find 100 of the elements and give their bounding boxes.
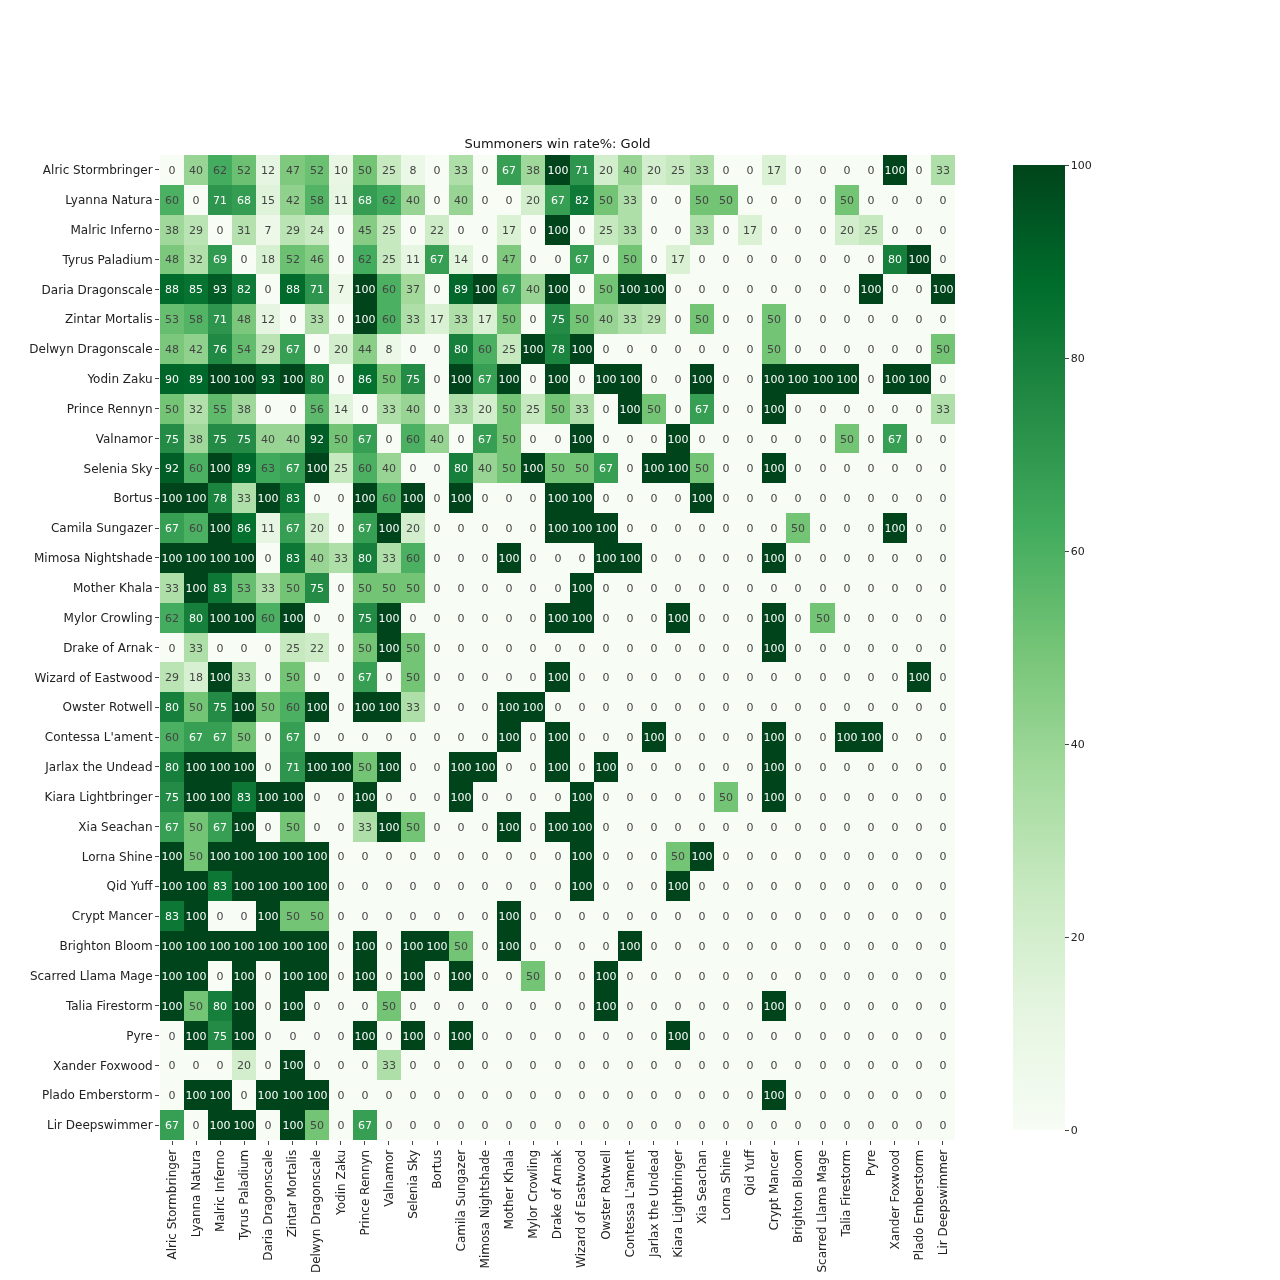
data-label: 0 bbox=[650, 581, 658, 595]
y-tick-label: Kiara Lightbringer bbox=[44, 789, 153, 804]
data-label: 100 bbox=[233, 820, 255, 834]
data-label: 25 bbox=[526, 402, 540, 416]
data-label: 0 bbox=[602, 432, 610, 446]
data-label: 100 bbox=[233, 849, 255, 863]
data-label: 0 bbox=[939, 461, 947, 475]
data-label: 0 bbox=[794, 969, 802, 983]
data-label: 0 bbox=[891, 641, 899, 655]
data-label: 0 bbox=[433, 193, 441, 207]
data-label: 100 bbox=[257, 909, 279, 923]
data-label: 100 bbox=[233, 1029, 255, 1043]
data-label: 0 bbox=[385, 939, 393, 953]
x-tick-label: Mylor Crowling bbox=[526, 1149, 541, 1239]
data-label: 0 bbox=[313, 730, 321, 744]
data-label: 100 bbox=[161, 491, 183, 505]
data-label: 100 bbox=[643, 282, 665, 296]
data-label: 0 bbox=[578, 1118, 586, 1132]
data-label: 0 bbox=[650, 223, 658, 237]
data-label: 93 bbox=[261, 372, 275, 386]
data-label: 0 bbox=[626, 1118, 634, 1132]
data-label: 0 bbox=[264, 402, 272, 416]
data-label: 100 bbox=[595, 551, 617, 565]
data-label: 0 bbox=[529, 730, 537, 744]
data-label: 80 bbox=[189, 611, 203, 625]
data-label: 0 bbox=[626, 461, 634, 475]
data-label: 50 bbox=[502, 432, 516, 446]
chart-title: Summoners win rate%: Gold bbox=[464, 135, 651, 151]
data-label: 100 bbox=[643, 730, 665, 744]
data-label: 0 bbox=[385, 1088, 393, 1102]
data-label: 0 bbox=[915, 581, 923, 595]
data-label: 17 bbox=[743, 223, 757, 237]
data-label: 100 bbox=[306, 760, 328, 774]
data-label: 0 bbox=[505, 999, 513, 1013]
data-label: 33 bbox=[623, 312, 637, 326]
data-label: 0 bbox=[794, 461, 802, 475]
y-tick-label: Drake of Arnak bbox=[63, 640, 153, 655]
data-label: 50 bbox=[623, 252, 637, 266]
data-label: 0 bbox=[794, 939, 802, 953]
data-label: 0 bbox=[746, 1118, 754, 1132]
data-label: 0 bbox=[578, 909, 586, 923]
data-label: 0 bbox=[819, 969, 827, 983]
data-label: 100 bbox=[282, 969, 304, 983]
data-label: 67 bbox=[358, 670, 372, 684]
data-label: 100 bbox=[571, 491, 593, 505]
data-label: 0 bbox=[650, 521, 658, 535]
data-label: 0 bbox=[891, 342, 899, 356]
data-label: 0 bbox=[505, 760, 513, 774]
data-label: 0 bbox=[843, 969, 851, 983]
y-tick-label: Lyanna Natura bbox=[65, 192, 153, 207]
data-label: 67 bbox=[430, 252, 444, 266]
data-label: 100 bbox=[282, 999, 304, 1013]
data-label: 0 bbox=[843, 1029, 851, 1043]
data-label: 0 bbox=[337, 312, 345, 326]
y-tick-label: Plado Emberstorm bbox=[41, 1088, 153, 1103]
data-label: 0 bbox=[794, 1088, 802, 1102]
data-label: 0 bbox=[409, 1088, 417, 1102]
data-label: 100 bbox=[571, 879, 593, 893]
data-label: 100 bbox=[667, 611, 689, 625]
data-label: 0 bbox=[313, 1058, 321, 1072]
data-label: 85 bbox=[189, 282, 203, 296]
data-label: 0 bbox=[313, 820, 321, 834]
data-label: 0 bbox=[698, 730, 706, 744]
data-label: 0 bbox=[674, 730, 682, 744]
data-label: 0 bbox=[819, 730, 827, 744]
data-label: 0 bbox=[698, 432, 706, 446]
data-label: 0 bbox=[794, 342, 802, 356]
data-label: 0 bbox=[794, 909, 802, 923]
data-label: 50 bbox=[310, 909, 324, 923]
data-label: 0 bbox=[457, 700, 465, 714]
data-label: 58 bbox=[310, 193, 324, 207]
data-label: 50 bbox=[358, 641, 372, 655]
data-label: 0 bbox=[481, 641, 489, 655]
y-tick-label: Wizard of Eastwood bbox=[34, 670, 153, 685]
data-label: 54 bbox=[237, 342, 251, 356]
data-label: 100 bbox=[233, 879, 255, 893]
data-label: 40 bbox=[406, 193, 420, 207]
data-label: 0 bbox=[457, 1058, 465, 1072]
data-label: 0 bbox=[674, 700, 682, 714]
data-label: 0 bbox=[554, 1118, 562, 1132]
data-label: 100 bbox=[498, 820, 520, 834]
data-label: 100 bbox=[282, 372, 304, 386]
data-label: 0 bbox=[337, 939, 345, 953]
data-label: 0 bbox=[891, 491, 899, 505]
data-label: 100 bbox=[547, 372, 569, 386]
data-label: 0 bbox=[554, 700, 562, 714]
data-label: 0 bbox=[433, 670, 441, 684]
data-label: 0 bbox=[529, 551, 537, 565]
x-tick-label: Contessa L'ament bbox=[622, 1149, 637, 1258]
data-label: 0 bbox=[939, 1118, 947, 1132]
data-label: 0 bbox=[529, 999, 537, 1013]
data-label: 0 bbox=[891, 879, 899, 893]
data-label: 0 bbox=[915, 730, 923, 744]
data-label: 0 bbox=[794, 849, 802, 863]
data-label: 62 bbox=[213, 163, 227, 177]
data-label: 55 bbox=[213, 402, 227, 416]
data-label: 100 bbox=[378, 521, 400, 535]
data-label: 0 bbox=[722, 939, 730, 953]
data-label: 0 bbox=[385, 849, 393, 863]
data-label: 0 bbox=[698, 282, 706, 296]
